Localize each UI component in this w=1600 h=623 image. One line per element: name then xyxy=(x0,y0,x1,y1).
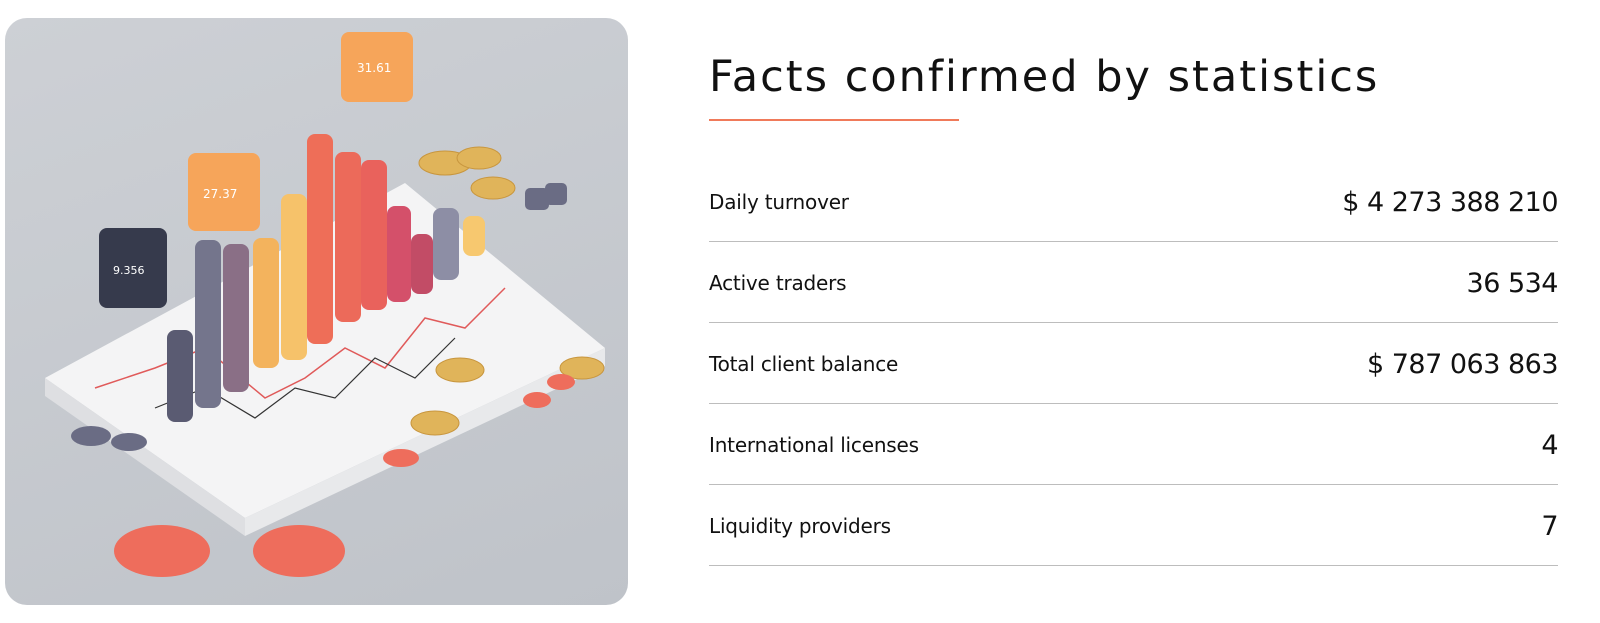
stat-value: $ 787 063 863 xyxy=(1366,348,1559,380)
stats-list: Daily turnover $ 4 273 388 210 Active tr… xyxy=(709,161,1559,566)
stat-row-daily-turnover: Daily turnover $ 4 273 388 210 xyxy=(709,161,1558,242)
stat-label: Active traders xyxy=(709,271,847,295)
panel-label: 31.61 xyxy=(357,61,391,75)
stat-value: 7 xyxy=(1541,510,1558,542)
panel-label: 9.356 xyxy=(113,264,145,277)
stat-row-international-licenses: International licenses 4 xyxy=(709,404,1558,485)
panel-label: 27.37 xyxy=(203,187,237,201)
stat-label: Total client balance xyxy=(709,352,899,376)
stat-row-total-client-balance: Total client balance $ 787 063 863 xyxy=(709,323,1559,404)
stat-value: 36 534 xyxy=(1466,267,1559,299)
stat-value: 4 xyxy=(1541,429,1558,461)
stat-value: $ 4 273 388 210 xyxy=(1342,186,1558,218)
stat-label: Liquidity providers xyxy=(709,514,891,538)
section-title: Facts confirmed by statistics xyxy=(709,52,1380,102)
stat-label: Daily turnover xyxy=(709,190,849,214)
chart-illustration: 31.61 27.37 9.356 xyxy=(45,32,605,577)
title-underline xyxy=(709,119,959,121)
stat-row-active-traders: Active traders 36 534 xyxy=(709,242,1559,323)
stat-label: International licenses xyxy=(709,433,919,457)
hero-illustration: 31.61 27.37 9.356 xyxy=(5,18,628,605)
stat-row-liquidity-providers: Liquidity providers 7 xyxy=(709,485,1558,566)
